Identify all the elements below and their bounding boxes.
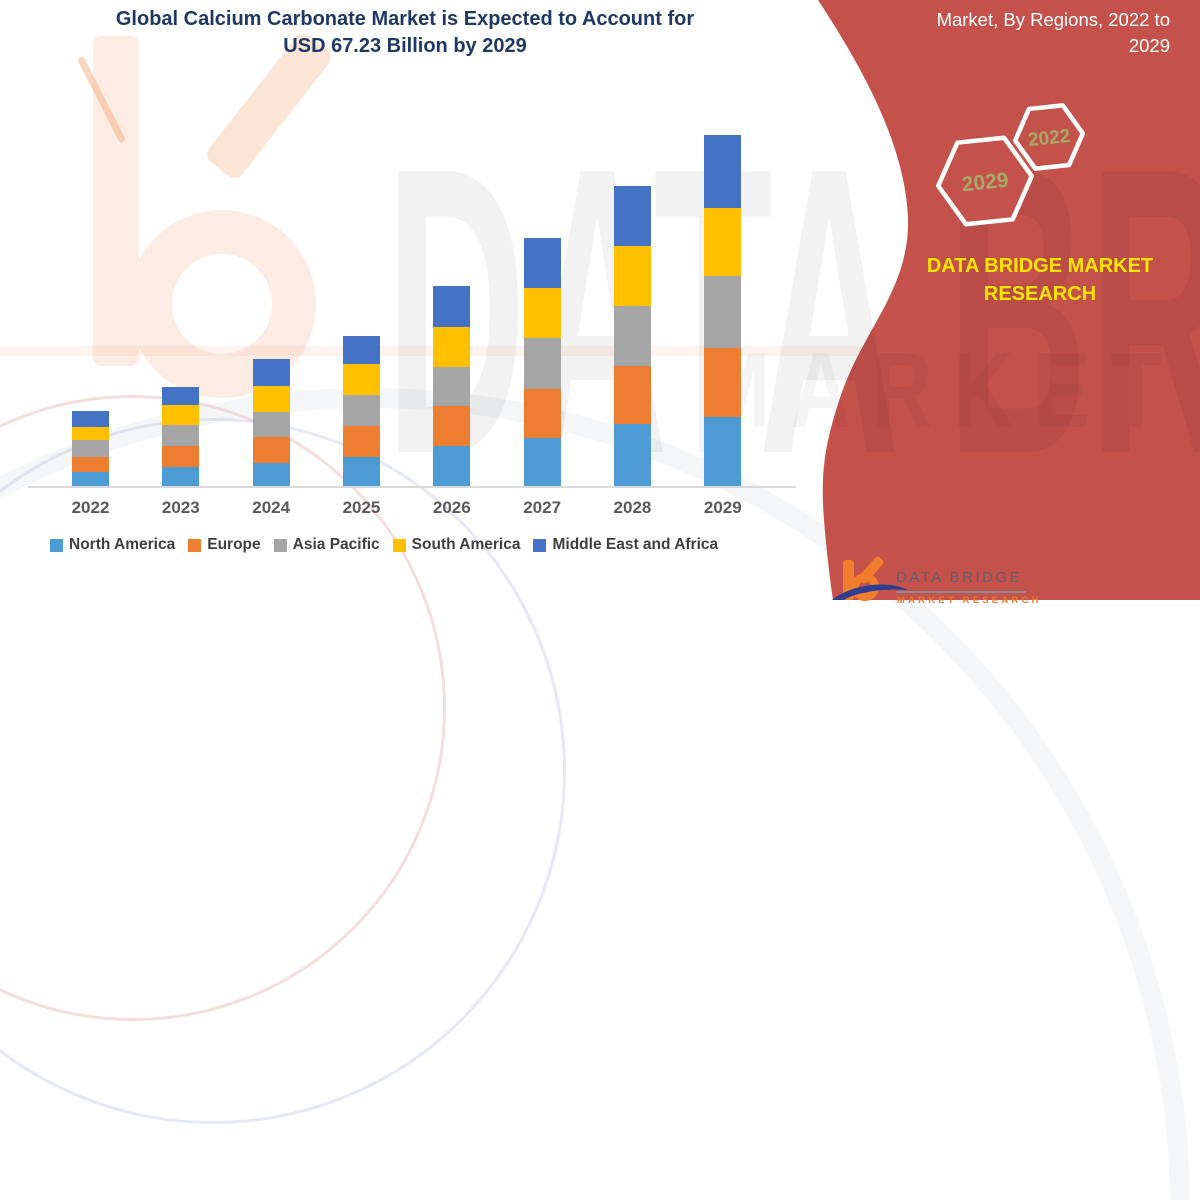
legend-item-south-america: South America [392,536,521,554]
bar-segment-north-america [252,463,290,487]
bar-segment-north-america [342,457,380,487]
bar-segment-europe [162,446,200,468]
bar-segment-south-america [72,427,109,441]
legend-label: Europe [207,536,261,553]
bar-segment-middle-east-and-africa [252,359,290,387]
chart-title-line2: USD 67.23 Billion by 2029 [283,35,527,57]
bar-segment-south-america [252,386,290,412]
bar-segment-asia-pacific [523,338,561,389]
bar-segment-asia-pacific [162,425,200,447]
bar-segment-asia-pacific [72,440,109,457]
legend-swatch-icon [188,538,202,552]
bar-segment-asia-pacific [342,395,380,427]
bar-segment-south-america [433,327,471,367]
bar-segment-asia-pacific [613,306,651,366]
legend-label: Middle East and Africa [552,536,719,553]
legend-item-asia-pacific: Asia Pacific [273,536,380,554]
footer-logo-underline [896,591,1026,593]
bar-segment-europe [342,426,380,458]
footer-logo-brand: DATA BRIDGE [896,569,1023,586]
bar-segment-north-america [162,467,200,487]
x-axis-tick-2026: 2026 [432,498,471,517]
x-axis-tick-2027: 2027 [523,498,562,517]
bar-segment-south-america [342,364,380,396]
bar-segment-south-america [162,405,200,426]
legend-label: South America [411,536,521,553]
chart-legend: North America Europe Asia Pacific South Ame… [50,536,718,554]
bar-segment-south-america [523,288,561,339]
bar-segment-europe [613,365,651,424]
bar-segment-europe [252,436,290,464]
chart-title-line1: Global Calcium Carbonate Market is Expec… [115,8,695,30]
x-axis-tick-2022: 2022 [71,498,110,517]
x-axis-tick-2024: 2024 [252,498,291,517]
bar-segment-europe [523,388,561,438]
bar-segment-middle-east-and-africa [433,286,471,328]
bar-segment-north-america [704,416,742,487]
bar-segment-europe [433,406,471,446]
stacked-bar-chart: 2022 2023 2024 2025 2026 2027 2028 2029 [71,135,742,517]
legend-swatch-icon [273,538,287,552]
bar-segment-middle-east-and-africa [613,185,651,247]
footer-logo-bowl [851,573,879,601]
bar-segment-south-america [704,207,742,276]
bar-segment-north-america [613,423,651,487]
bar-segment-asia-pacific [433,366,471,407]
bar-segment-europe [72,456,109,472]
bar-segment-middle-east-and-africa [162,387,200,406]
bar-segment-north-america [523,437,561,487]
x-axis-line [28,486,796,488]
footer-logo-subtitle: MARKET RESEARCH [897,595,1042,606]
legend-item-middle-east-and-africa: Middle East and Africa [533,536,718,554]
legend-swatch-icon [392,538,406,552]
legend-label: Asia Pacific [292,536,380,553]
bar-segment-north-america [433,445,471,487]
legend-swatch-icon [533,538,547,552]
bar-segment-north-america [72,471,109,487]
bar-segment-south-america [613,246,651,307]
legend-label: North America [69,536,176,553]
legend-swatch-icon [50,538,63,552]
bar-segment-middle-east-and-africa [704,135,742,208]
x-axis-tick-2023: 2023 [161,498,200,517]
legend-item-north-america: North America [50,536,175,554]
x-axis-tick-2028: 2028 [613,498,652,517]
bar-segment-asia-pacific [252,411,290,437]
bar-segment-europe [704,348,742,417]
bar-segment-asia-pacific [704,276,742,349]
bar-segment-middle-east-and-africa [72,410,109,428]
x-axis-tick-2025: 2025 [342,498,381,517]
x-axis-tick-2029: 2029 [703,498,742,517]
chart-title: Global Calcium Carbonate Market is Expec… [60,6,750,60]
bar-segment-middle-east-and-africa [342,336,380,365]
bar-segment-middle-east-and-africa [523,237,561,289]
legend-item-europe: Europe [188,536,261,554]
